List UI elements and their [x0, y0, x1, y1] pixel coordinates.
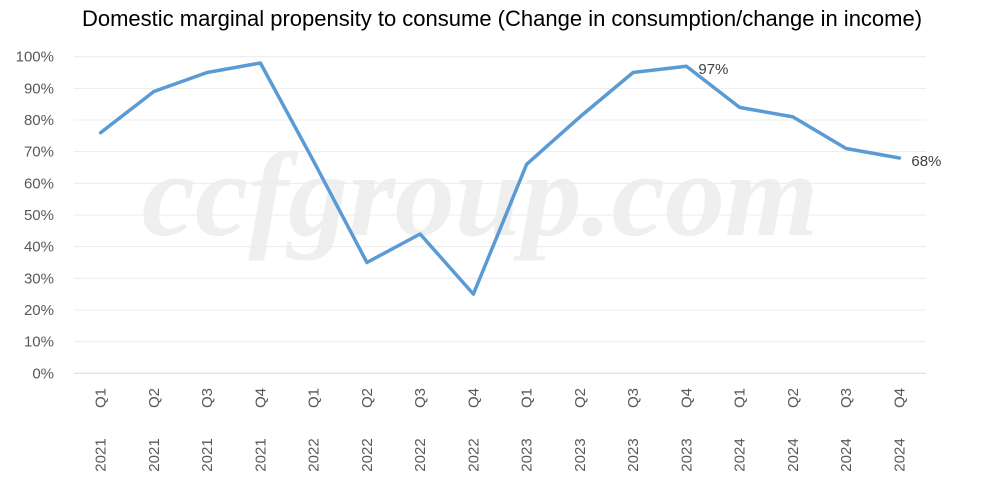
x-tick-quarter: Q2: [572, 388, 589, 408]
x-tick-quarter: Q2: [146, 388, 163, 408]
watermark: ccfgroup.com: [142, 128, 819, 261]
x-tick-quarter: Q4: [252, 388, 269, 408]
x-tick-quarter: Q1: [306, 388, 323, 408]
x-tick-quarter: Q1: [519, 388, 536, 408]
x-tick-year: 2023: [678, 438, 695, 471]
x-tick-year: 2023: [572, 438, 589, 471]
y-tick-label: 90%: [24, 80, 54, 97]
x-tick-year: 2023: [625, 438, 642, 471]
x-tick-year: 2022: [306, 438, 323, 471]
x-tick-year: 2024: [838, 438, 855, 471]
y-tick-label: 70%: [24, 144, 54, 161]
x-tick-quarter: Q4: [678, 388, 695, 408]
data-label: 68%: [911, 153, 941, 170]
x-tick-quarter: Q3: [838, 388, 855, 408]
x-tick-quarter: Q2: [359, 388, 376, 408]
series-line: [98, 61, 902, 296]
x-tick-quarter: Q1: [93, 388, 110, 408]
x-tick-quarter: Q3: [412, 388, 429, 408]
x-tick-quarter: Q3: [199, 388, 216, 408]
data-label: 97%: [698, 61, 728, 78]
y-tick-label: 60%: [24, 175, 54, 192]
x-tick-quarter: Q3: [625, 388, 642, 408]
x-tick-year: 2024: [732, 438, 749, 471]
x-tick-year: 2022: [359, 438, 376, 471]
x-tick-year: 2021: [146, 438, 163, 471]
y-tick-label: 100%: [16, 49, 54, 66]
y-tick-label: 20%: [24, 302, 54, 319]
chart-title: Domestic marginal propensity to consume …: [81, 6, 923, 31]
x-tick-quarter: Q2: [785, 388, 802, 408]
y-tick-label: 30%: [24, 270, 54, 287]
y-tick-label: 50%: [24, 207, 54, 224]
x-tick-year: 2022: [412, 438, 429, 471]
x-tick-year: 2021: [252, 438, 269, 471]
x-tick-year: 2021: [93, 438, 110, 471]
x-tick-quarter: Q4: [465, 388, 482, 408]
x-tick-year: 2023: [519, 438, 536, 471]
y-tick-label: 80%: [24, 112, 54, 129]
x-tick-quarter: Q1: [732, 388, 749, 408]
y-tick-label: 40%: [24, 239, 54, 256]
x-tick-year: 2021: [199, 438, 216, 471]
x-tick-year: 2024: [891, 438, 908, 471]
x-tick-quarter: Q4: [891, 388, 908, 408]
y-tick-label: 0%: [32, 365, 54, 382]
x-tick-year: 2022: [465, 438, 482, 471]
x-tick-year: 2024: [785, 438, 802, 471]
y-tick-label: 10%: [24, 334, 54, 351]
